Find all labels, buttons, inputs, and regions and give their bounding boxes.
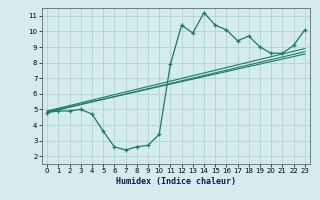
X-axis label: Humidex (Indice chaleur): Humidex (Indice chaleur) xyxy=(116,177,236,186)
